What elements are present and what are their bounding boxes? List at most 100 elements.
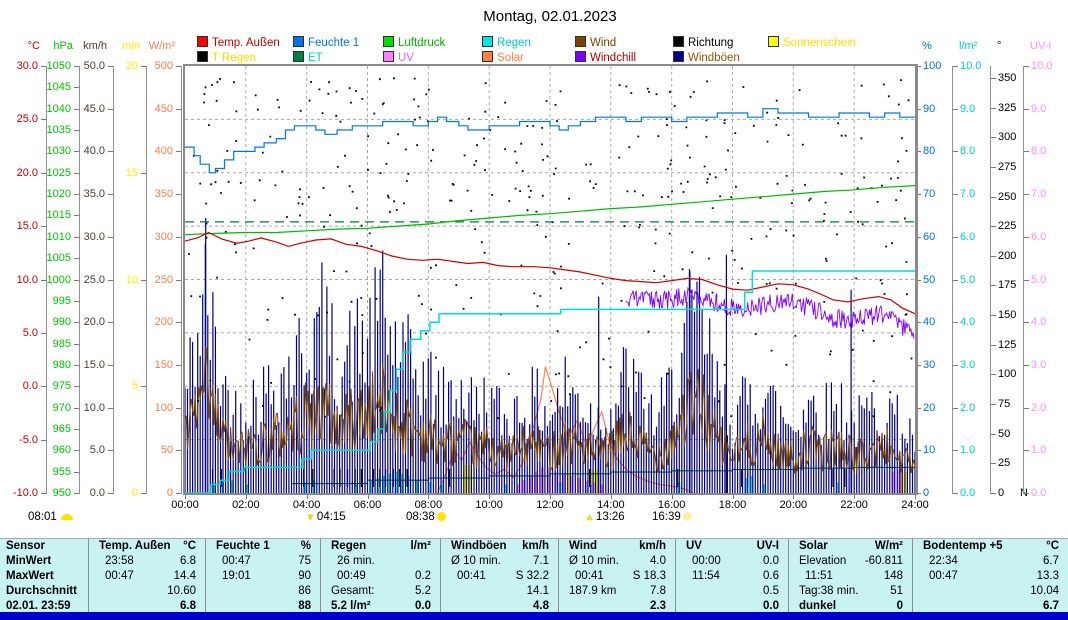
legend-item-feuchte-1: Feuchte 1 [293, 36, 359, 49]
axis-tick [916, 236, 921, 238]
axis-tick-label: 200 [998, 249, 1017, 262]
table-cell-row: Elevation -60.811 [789, 554, 912, 569]
x-axis-tick [854, 495, 856, 499]
axis-unit-W/m²: W/m² [148, 40, 175, 52]
axis-line-° [990, 66, 991, 494]
axis-tick [41, 279, 46, 281]
axis-tick [1024, 66, 1029, 67]
axis-tick-label: 100 [923, 60, 942, 72]
column-unit: UV-I [756, 540, 779, 553]
axis-line-UV-I [1023, 66, 1024, 494]
axis-tick-label: 950 [52, 487, 71, 499]
cell-label: Elevation [799, 555, 847, 568]
x-axis-label: 10:00 [475, 499, 503, 511]
axis-tick [916, 151, 921, 153]
axis-tick [41, 386, 46, 388]
table-cell-row: Ø 10 min. 7.1 [441, 554, 558, 569]
axis-tick [176, 194, 181, 196]
table-row-label: MinWert [0, 554, 88, 569]
table-column-solar: Solar W/m² Elevation -60.811 11:51 148 Tag:38 … [788, 539, 912, 613]
cell-value: 6.8 [180, 555, 196, 568]
axis-tick-label: 70 [923, 188, 936, 201]
axis-tick [41, 226, 46, 228]
axis-tick [74, 471, 79, 473]
axis-tick [41, 493, 46, 494]
axis-tick [141, 386, 146, 388]
axis-tick [74, 428, 79, 430]
axis-tick-label: 20 [125, 60, 138, 72]
cell-label: 11:54 [692, 569, 720, 582]
axis-tick [74, 343, 79, 345]
cell-label: dunkel [799, 599, 837, 612]
moonset-annotation: ▼ 04:15 [306, 511, 346, 523]
axis-tick [991, 226, 996, 228]
axis-tick-label: 350 [154, 188, 173, 201]
cell-label: Tag:38 min. [799, 584, 859, 597]
table-column-windb-en: Windböen km/h Ø 10 min. 7.1 00:41 S 32.2 14.1 4… [440, 539, 558, 613]
axis-tick-label: 980 [52, 358, 71, 371]
column-name: Bodentemp +5 [923, 540, 1003, 553]
table-cell-row: dunkel 0 [789, 598, 912, 613]
cell-label: 19:01 [222, 569, 251, 582]
axis-tick-label: 970 [52, 401, 71, 414]
axis-tick [1024, 279, 1029, 281]
axis-tick-label: 30.0 [16, 60, 38, 72]
axis-unit-hPa: hPa [53, 40, 73, 52]
axis-tick-label: 25.0 [83, 273, 105, 286]
legend-item-windb-en: Windböen [673, 51, 740, 64]
moonset-time: 04:15 [316, 511, 346, 523]
legend-item-uv: UV [383, 51, 414, 64]
axis-line-W/m² [181, 66, 182, 494]
axis-tick-label: 125 [998, 338, 1017, 351]
axis-tick-label: 100 [154, 401, 173, 414]
moonrise-annotation: ▲ 13:26 [585, 511, 625, 523]
axis-tick [953, 151, 958, 153]
axis-tick-label: 80 [923, 145, 936, 158]
axis-tick-label: 1015 [46, 209, 71, 222]
cell-value: 13.3 [1036, 569, 1059, 582]
axis-tick-label: 5.0 [89, 444, 105, 457]
axis-tick-label: 5 [131, 380, 138, 393]
axis-unit-l/m²: l/m² [959, 40, 978, 52]
cell-value: 75 [298, 555, 311, 568]
axis-tick-label: 300 [154, 230, 173, 243]
axis-tick [916, 322, 921, 324]
axis-tick [74, 300, 79, 302]
table-cell-row: 00:47 75 [206, 554, 320, 569]
axis-tick-label: -10.0 [12, 487, 38, 499]
x-axis-label: 14:00 [597, 499, 625, 511]
axis-tick [108, 236, 113, 238]
sun-icon [436, 512, 446, 521]
axis-tick [1024, 407, 1029, 409]
table-column-header: Windböen km/h [441, 539, 558, 554]
axis-tick [991, 77, 996, 79]
axis-tick [74, 66, 79, 67]
cell-label: Ø 10 min. [451, 555, 501, 568]
series-feuchte1 [185, 108, 915, 174]
axis-tick [953, 493, 958, 494]
axis-tick-label: 0.0 [960, 487, 976, 499]
axis-tick [1024, 450, 1029, 452]
axis-tick-label: 7.0 [1031, 188, 1047, 201]
column-unit: °C [1046, 540, 1059, 553]
axis-tick-label: 1050 [46, 60, 71, 72]
axis-tick [141, 172, 146, 174]
axis-tick-label: 3.0 [960, 358, 976, 371]
table-cell-row: 00:00 0.0 [676, 554, 788, 569]
cell-value: 5.2 [415, 584, 431, 597]
table-column-wind: Wind km/h Ø 10 min. 4.0 00:41 S 18.3 187.9 km 7… [558, 539, 675, 613]
axis-tick-label: 175 [998, 279, 1017, 292]
legend-color-swatch [197, 36, 208, 47]
legend-label: Regen [497, 37, 531, 49]
axis-tick [1024, 194, 1029, 196]
table-cell-row: 187.9 km 7.8 [559, 583, 675, 598]
axis-tick-label: 2.0 [1031, 401, 1047, 414]
x-axis-label: 18:00 [718, 499, 747, 511]
table-column-header: Temp. Außen °C [89, 539, 205, 554]
cell-label: 11:51 [805, 569, 833, 582]
legend-item-regen: Regen [482, 36, 531, 49]
column-name: Solar [799, 540, 828, 553]
axis-tick-label: 6.0 [1031, 230, 1047, 243]
legend-item-t-regen: T Regen [197, 51, 256, 64]
